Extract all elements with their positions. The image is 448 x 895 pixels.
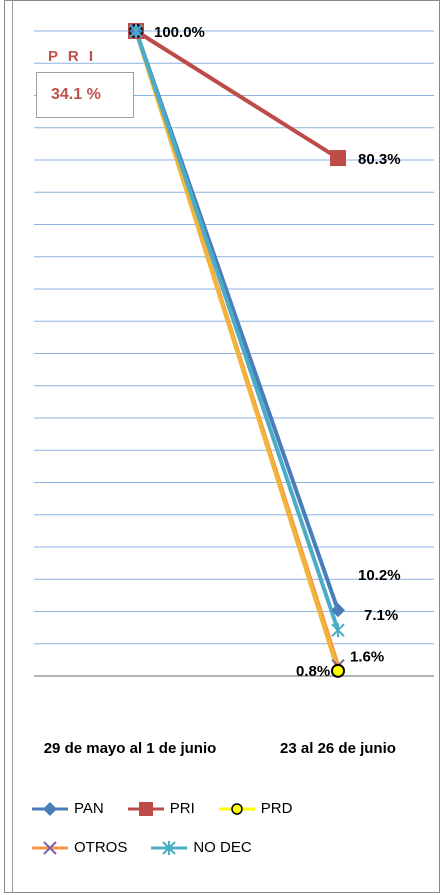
pri-annotation-box: 34.1 % bbox=[36, 72, 134, 118]
marker-no-dec bbox=[129, 24, 143, 38]
plot-frame bbox=[12, 0, 440, 893]
marker-no-dec bbox=[331, 623, 345, 638]
legend-row-1: PAN PRI PRD bbox=[30, 800, 430, 817]
legend-swatch-icon bbox=[151, 840, 188, 855]
data-label: 100.0% bbox=[154, 24, 205, 41]
series-line-pri bbox=[134, 29, 340, 160]
legend-label: NO DEC bbox=[193, 839, 252, 856]
legend-swatch-icon bbox=[32, 840, 68, 855]
pri-annotation-title: P R I bbox=[48, 48, 97, 65]
legend-item-prd: PRD bbox=[217, 800, 293, 817]
legend-swatch-icon bbox=[127, 801, 164, 816]
x-tick-label: 29 de mayo al 1 de junio bbox=[44, 740, 217, 757]
legend-row-2: OTROS NO DEC bbox=[30, 839, 430, 856]
data-label: 1.6% bbox=[350, 649, 384, 666]
data-label: 7.1% bbox=[364, 607, 398, 624]
marker-pri bbox=[330, 150, 346, 167]
chart-frame bbox=[4, 0, 440, 893]
series-line-prd bbox=[134, 30, 340, 672]
legend-label: PRI bbox=[169, 800, 195, 817]
legend-item-no-dec: NO DEC bbox=[149, 839, 252, 856]
legend-label: OTROS bbox=[74, 839, 128, 856]
legend-item-pri: PRI bbox=[126, 800, 195, 817]
legend-item-pan: PAN bbox=[30, 800, 104, 817]
x-tick-label: 23 al 26 de junio bbox=[280, 740, 396, 757]
pri-annotation-value: 34.1 % bbox=[51, 86, 101, 103]
marker-prd bbox=[331, 663, 345, 678]
legend-swatch-icon bbox=[32, 801, 68, 816]
data-label: 80.3% bbox=[358, 151, 401, 168]
legend-label: PRD bbox=[260, 800, 293, 817]
series-line-no-dec bbox=[134, 30, 340, 631]
data-label: 0.8% bbox=[296, 663, 330, 680]
legend: PAN PRI PRD OTROS NO DEC bbox=[30, 800, 430, 878]
data-label: 10.2% bbox=[358, 567, 401, 584]
legend-label: PAN bbox=[74, 800, 104, 817]
legend-item-otros: OTROS bbox=[30, 839, 127, 856]
legend-swatch-icon bbox=[218, 802, 255, 815]
marker-pan bbox=[331, 603, 345, 618]
